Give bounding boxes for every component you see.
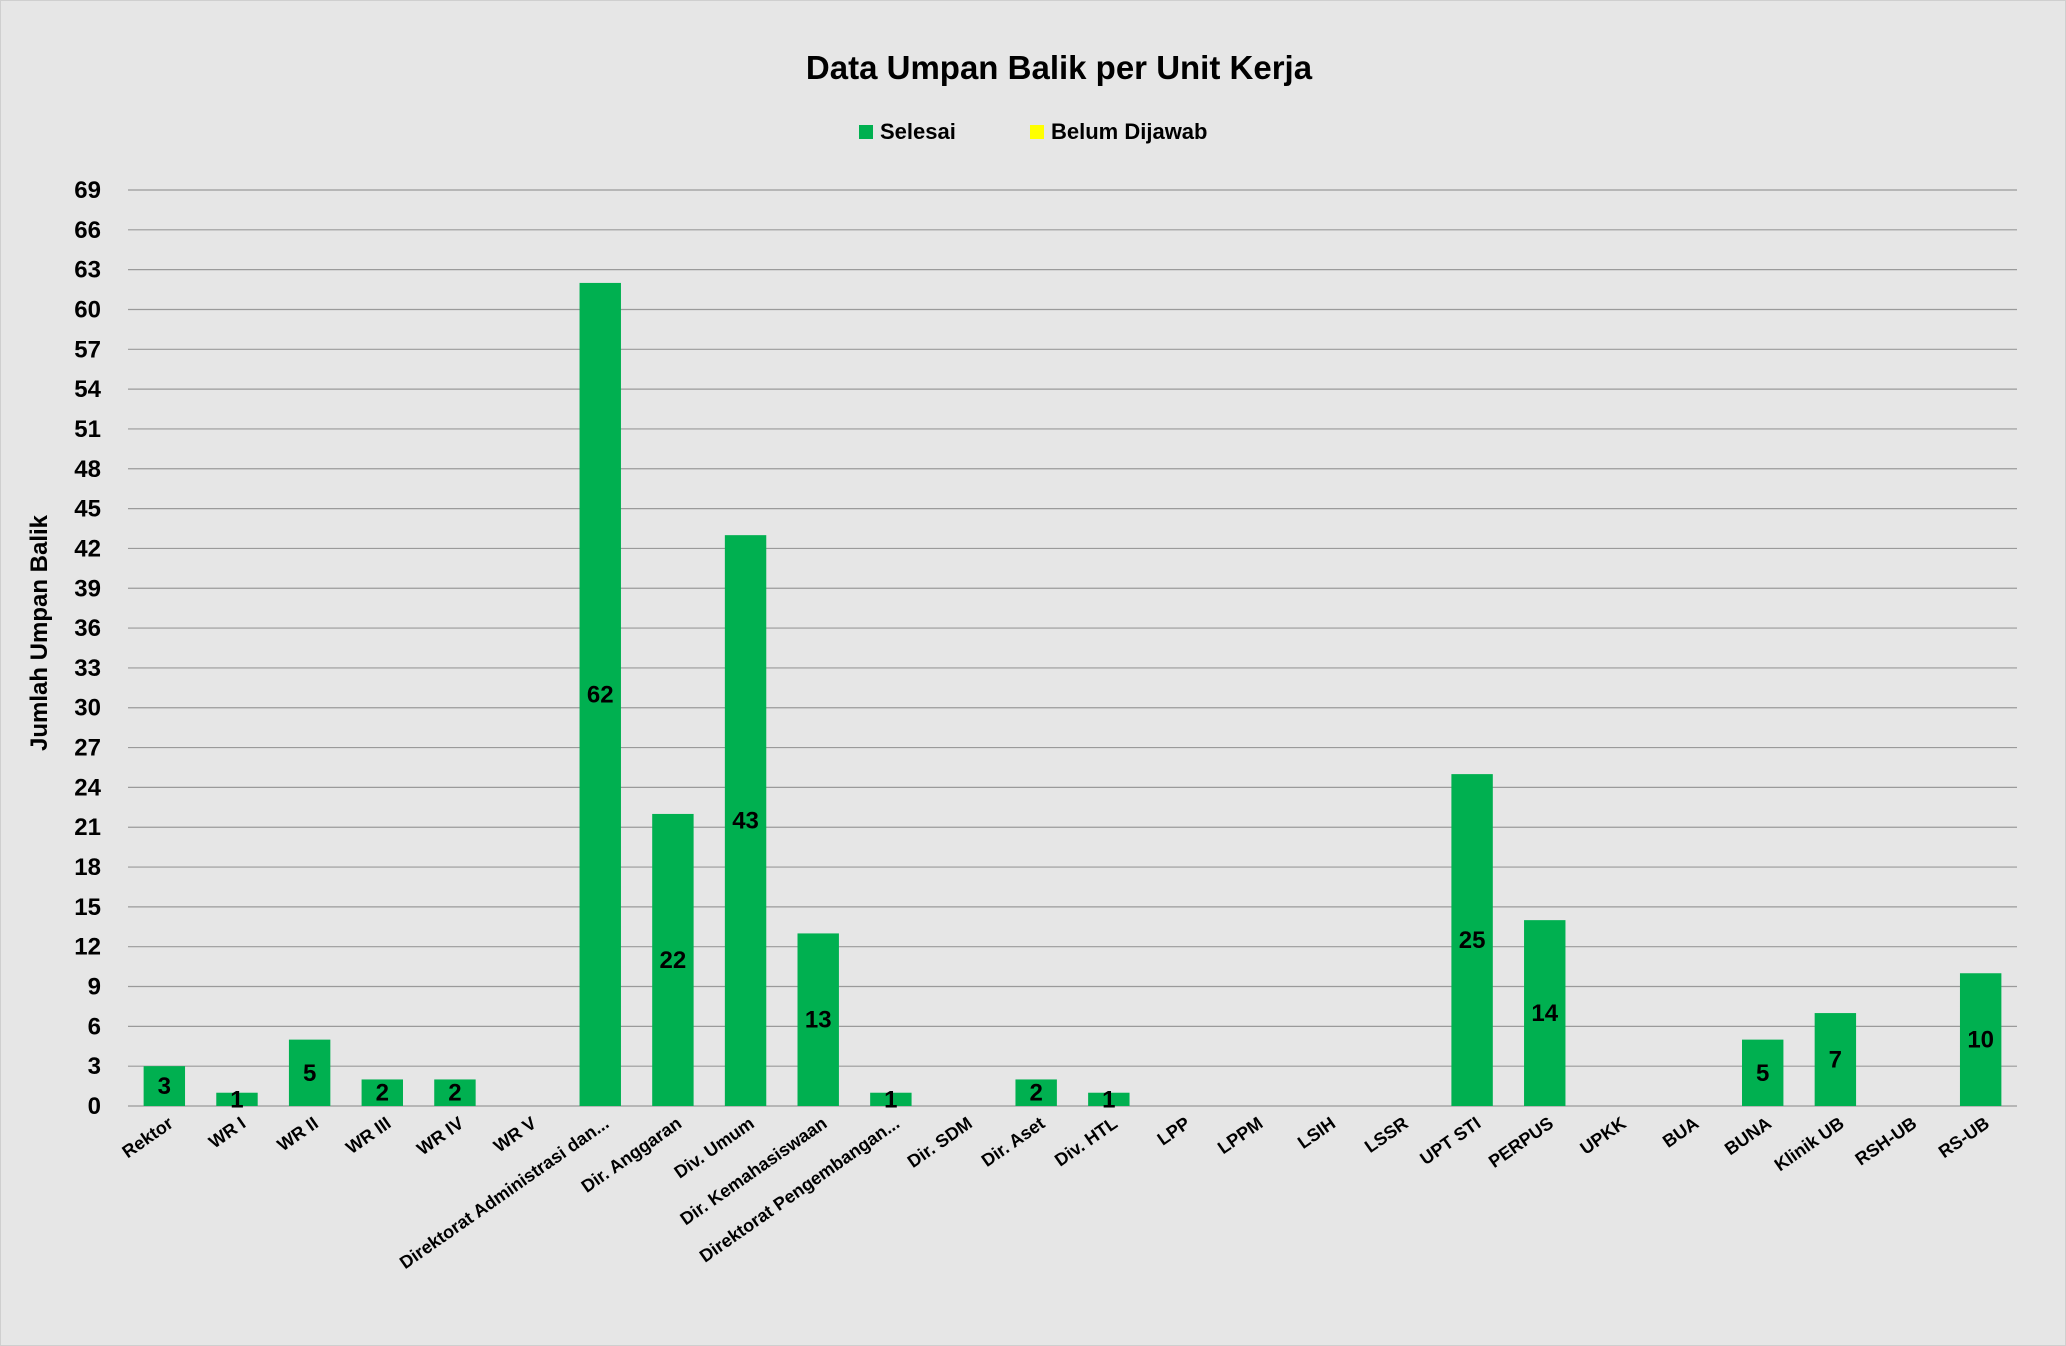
x-tick-label: UPKK	[1576, 1113, 1629, 1159]
y-tick-label: 42	[74, 535, 101, 562]
bar-data-label: 5	[303, 1060, 316, 1087]
x-tick-label: Rektor	[118, 1113, 176, 1162]
bar	[652, 813, 694, 1106]
legend-swatch-belum-dijawab	[1030, 125, 1044, 139]
x-axis-ticks: Rektor WR I WR II WR III WR IV WR VDirektorat…	[118, 1113, 1993, 1273]
x-tick-label: LSIH	[1294, 1113, 1339, 1153]
bar	[797, 933, 839, 1106]
y-tick-label: 39	[74, 575, 101, 602]
bar	[1088, 1092, 1130, 1106]
x-tick-label: Klinik UB	[1771, 1113, 1848, 1175]
x-tick-label: Dir. SDM	[904, 1113, 976, 1172]
x-tick-label: WR II	[274, 1113, 322, 1155]
x-tick-label: UPT STI	[1416, 1113, 1484, 1169]
x-tick-label: LPPM	[1214, 1113, 1266, 1158]
x-tick-label: Div. HTL	[1051, 1113, 1121, 1170]
y-tick-label: 15	[74, 894, 101, 921]
y-axis-label: Jumlah Umpan Balik	[26, 514, 53, 751]
bar-data-label: 62	[587, 681, 614, 708]
bars	[143, 282, 2002, 1106]
bar-data-label: 14	[1531, 1000, 1558, 1027]
bar	[1451, 774, 1493, 1106]
bar	[216, 1092, 258, 1106]
x-tick-label: BUNA	[1721, 1113, 1775, 1159]
y-tick-label: 3	[88, 1053, 101, 1080]
y-tick-label: 18	[74, 854, 101, 881]
x-tick-label: WR IV	[413, 1113, 467, 1159]
bar	[579, 282, 621, 1106]
x-tick-label: WR I	[205, 1113, 249, 1152]
bar-data-label: 1	[884, 1086, 897, 1113]
y-tick-label: 24	[74, 774, 101, 801]
y-tick-label: 60	[74, 296, 101, 323]
y-tick-label: 36	[74, 615, 101, 642]
bar-data-label: 2	[1029, 1080, 1042, 1107]
bar	[361, 1079, 403, 1106]
bar	[1959, 973, 2002, 1106]
x-tick-label: RSH-UB	[1852, 1113, 1921, 1170]
bar	[288, 1039, 331, 1106]
bar	[870, 1092, 912, 1106]
bar	[724, 535, 767, 1106]
y-tick-label: 48	[74, 456, 101, 483]
bar-data-label: 22	[660, 947, 687, 974]
bar	[1524, 920, 1566, 1106]
bar	[434, 1079, 476, 1106]
bar-data-label: 1	[1102, 1086, 1115, 1113]
y-tick-label: 12	[74, 934, 101, 961]
x-tick-label: WR V	[490, 1113, 540, 1156]
x-tick-label: BUA	[1659, 1113, 1702, 1152]
bar-data-label: 2	[448, 1080, 461, 1107]
bar-data-label: 13	[805, 1007, 832, 1034]
bar-data-label: 43	[732, 808, 759, 835]
y-tick-label: 45	[74, 496, 101, 523]
y-tick-label: 69	[74, 177, 101, 204]
y-axis-ticks: 0369121518212427303336394245485154576063…	[74, 177, 101, 1120]
legend-swatch-selesai	[859, 125, 873, 139]
bar	[1814, 1013, 1857, 1106]
y-tick-label: 9	[88, 974, 101, 1001]
y-tick-label: 30	[74, 695, 101, 722]
bar-data-label: 10	[1967, 1027, 1994, 1054]
x-tick-label: RS-UB	[1935, 1113, 1993, 1162]
x-tick-label: PERPUS	[1485, 1113, 1557, 1172]
y-tick-label: 63	[74, 257, 101, 284]
bar-data-label: 25	[1459, 927, 1486, 954]
chart-title: Data Umpan Balik per Unit Kerja	[806, 49, 1313, 86]
y-tick-label: 0	[88, 1093, 101, 1120]
y-tick-label: 27	[74, 735, 101, 762]
gridlines	[128, 189, 2017, 1107]
y-tick-label: 57	[74, 336, 101, 363]
bar-data-label: 3	[158, 1073, 171, 1100]
y-tick-label: 6	[88, 1013, 101, 1040]
bar	[143, 1066, 186, 1106]
x-tick-label: Dir. Aset	[978, 1113, 1049, 1171]
legend-label-belum-dijawab: Belum Dijawab	[1051, 119, 1207, 144]
legend: Selesai Belum Dijawab	[859, 119, 1207, 144]
bar-data-label: 7	[1829, 1047, 1842, 1074]
y-tick-label: 66	[74, 217, 101, 244]
bar	[1742, 1039, 1784, 1106]
x-tick-label: WR III	[342, 1113, 394, 1158]
bar-data-label: 1	[230, 1086, 243, 1113]
y-tick-label: 33	[74, 655, 101, 682]
y-tick-label: 54	[74, 376, 101, 403]
legend-label-selesai: Selesai	[880, 119, 956, 144]
bar-data-label: 2	[376, 1080, 389, 1107]
x-tick-label: LSSR	[1361, 1113, 1412, 1157]
y-tick-label: 21	[74, 814, 101, 841]
bar	[1015, 1079, 1057, 1106]
x-tick-label: LPP	[1154, 1113, 1194, 1149]
y-tick-label: 51	[74, 416, 101, 443]
bar-data-label: 5	[1756, 1060, 1769, 1087]
